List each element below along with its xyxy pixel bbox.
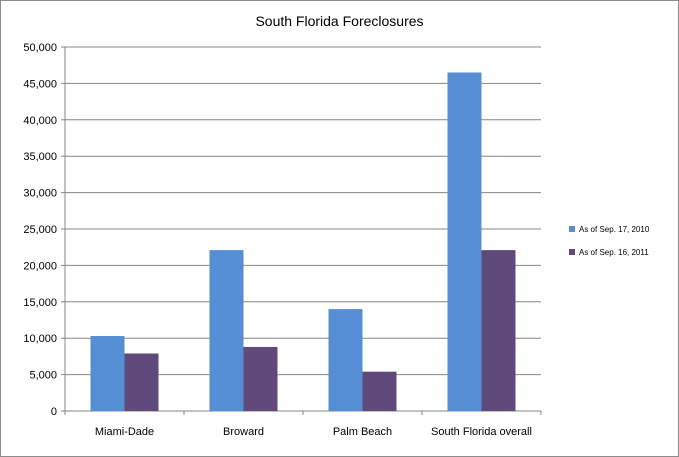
x-category-label: South Florida overall	[431, 426, 532, 438]
y-tick-label: 15,000	[23, 297, 57, 309]
x-category-label: Palm Beach	[333, 426, 392, 438]
legend-swatch-2011	[569, 249, 575, 255]
y-tick-label: 45,000	[23, 78, 57, 90]
legend-label-2010: As of Sep. 17, 2010	[579, 224, 650, 234]
bar-2010	[328, 309, 363, 411]
chart-title: South Florida Foreclosures	[255, 13, 424, 29]
bar-2010	[447, 72, 482, 411]
y-tick-label: 35,000	[23, 151, 57, 163]
bar-2011	[362, 371, 397, 411]
bar-2011	[481, 250, 516, 411]
y-tick-label: 30,000	[23, 188, 57, 200]
y-tick-label: 10,000	[23, 333, 57, 345]
legend-item-2010: As of Sep. 17, 2010	[569, 223, 649, 235]
y-tick-label: 40,000	[23, 115, 57, 127]
legend: As of Sep. 17, 2010 As of Sep. 16, 2011	[569, 223, 649, 269]
bar-2011	[124, 353, 159, 411]
y-tick-label: 25,000	[23, 224, 57, 236]
x-category-label: Miami-Dade	[95, 426, 154, 438]
bar-2011	[243, 346, 278, 411]
legend-item-2011: As of Sep. 16, 2011	[569, 246, 649, 258]
y-tick-label: 0	[51, 406, 57, 418]
y-tick-label: 5,000	[29, 370, 57, 382]
y-tick-label: 50,000	[23, 42, 57, 54]
y-tick-label: 20,000	[23, 260, 57, 272]
legend-label-2011: As of Sep. 16, 2011	[579, 247, 649, 257]
bar-2010	[90, 336, 125, 411]
x-category-label: Broward	[223, 426, 264, 438]
legend-swatch-2010	[569, 226, 575, 232]
bar-2010	[209, 250, 244, 411]
